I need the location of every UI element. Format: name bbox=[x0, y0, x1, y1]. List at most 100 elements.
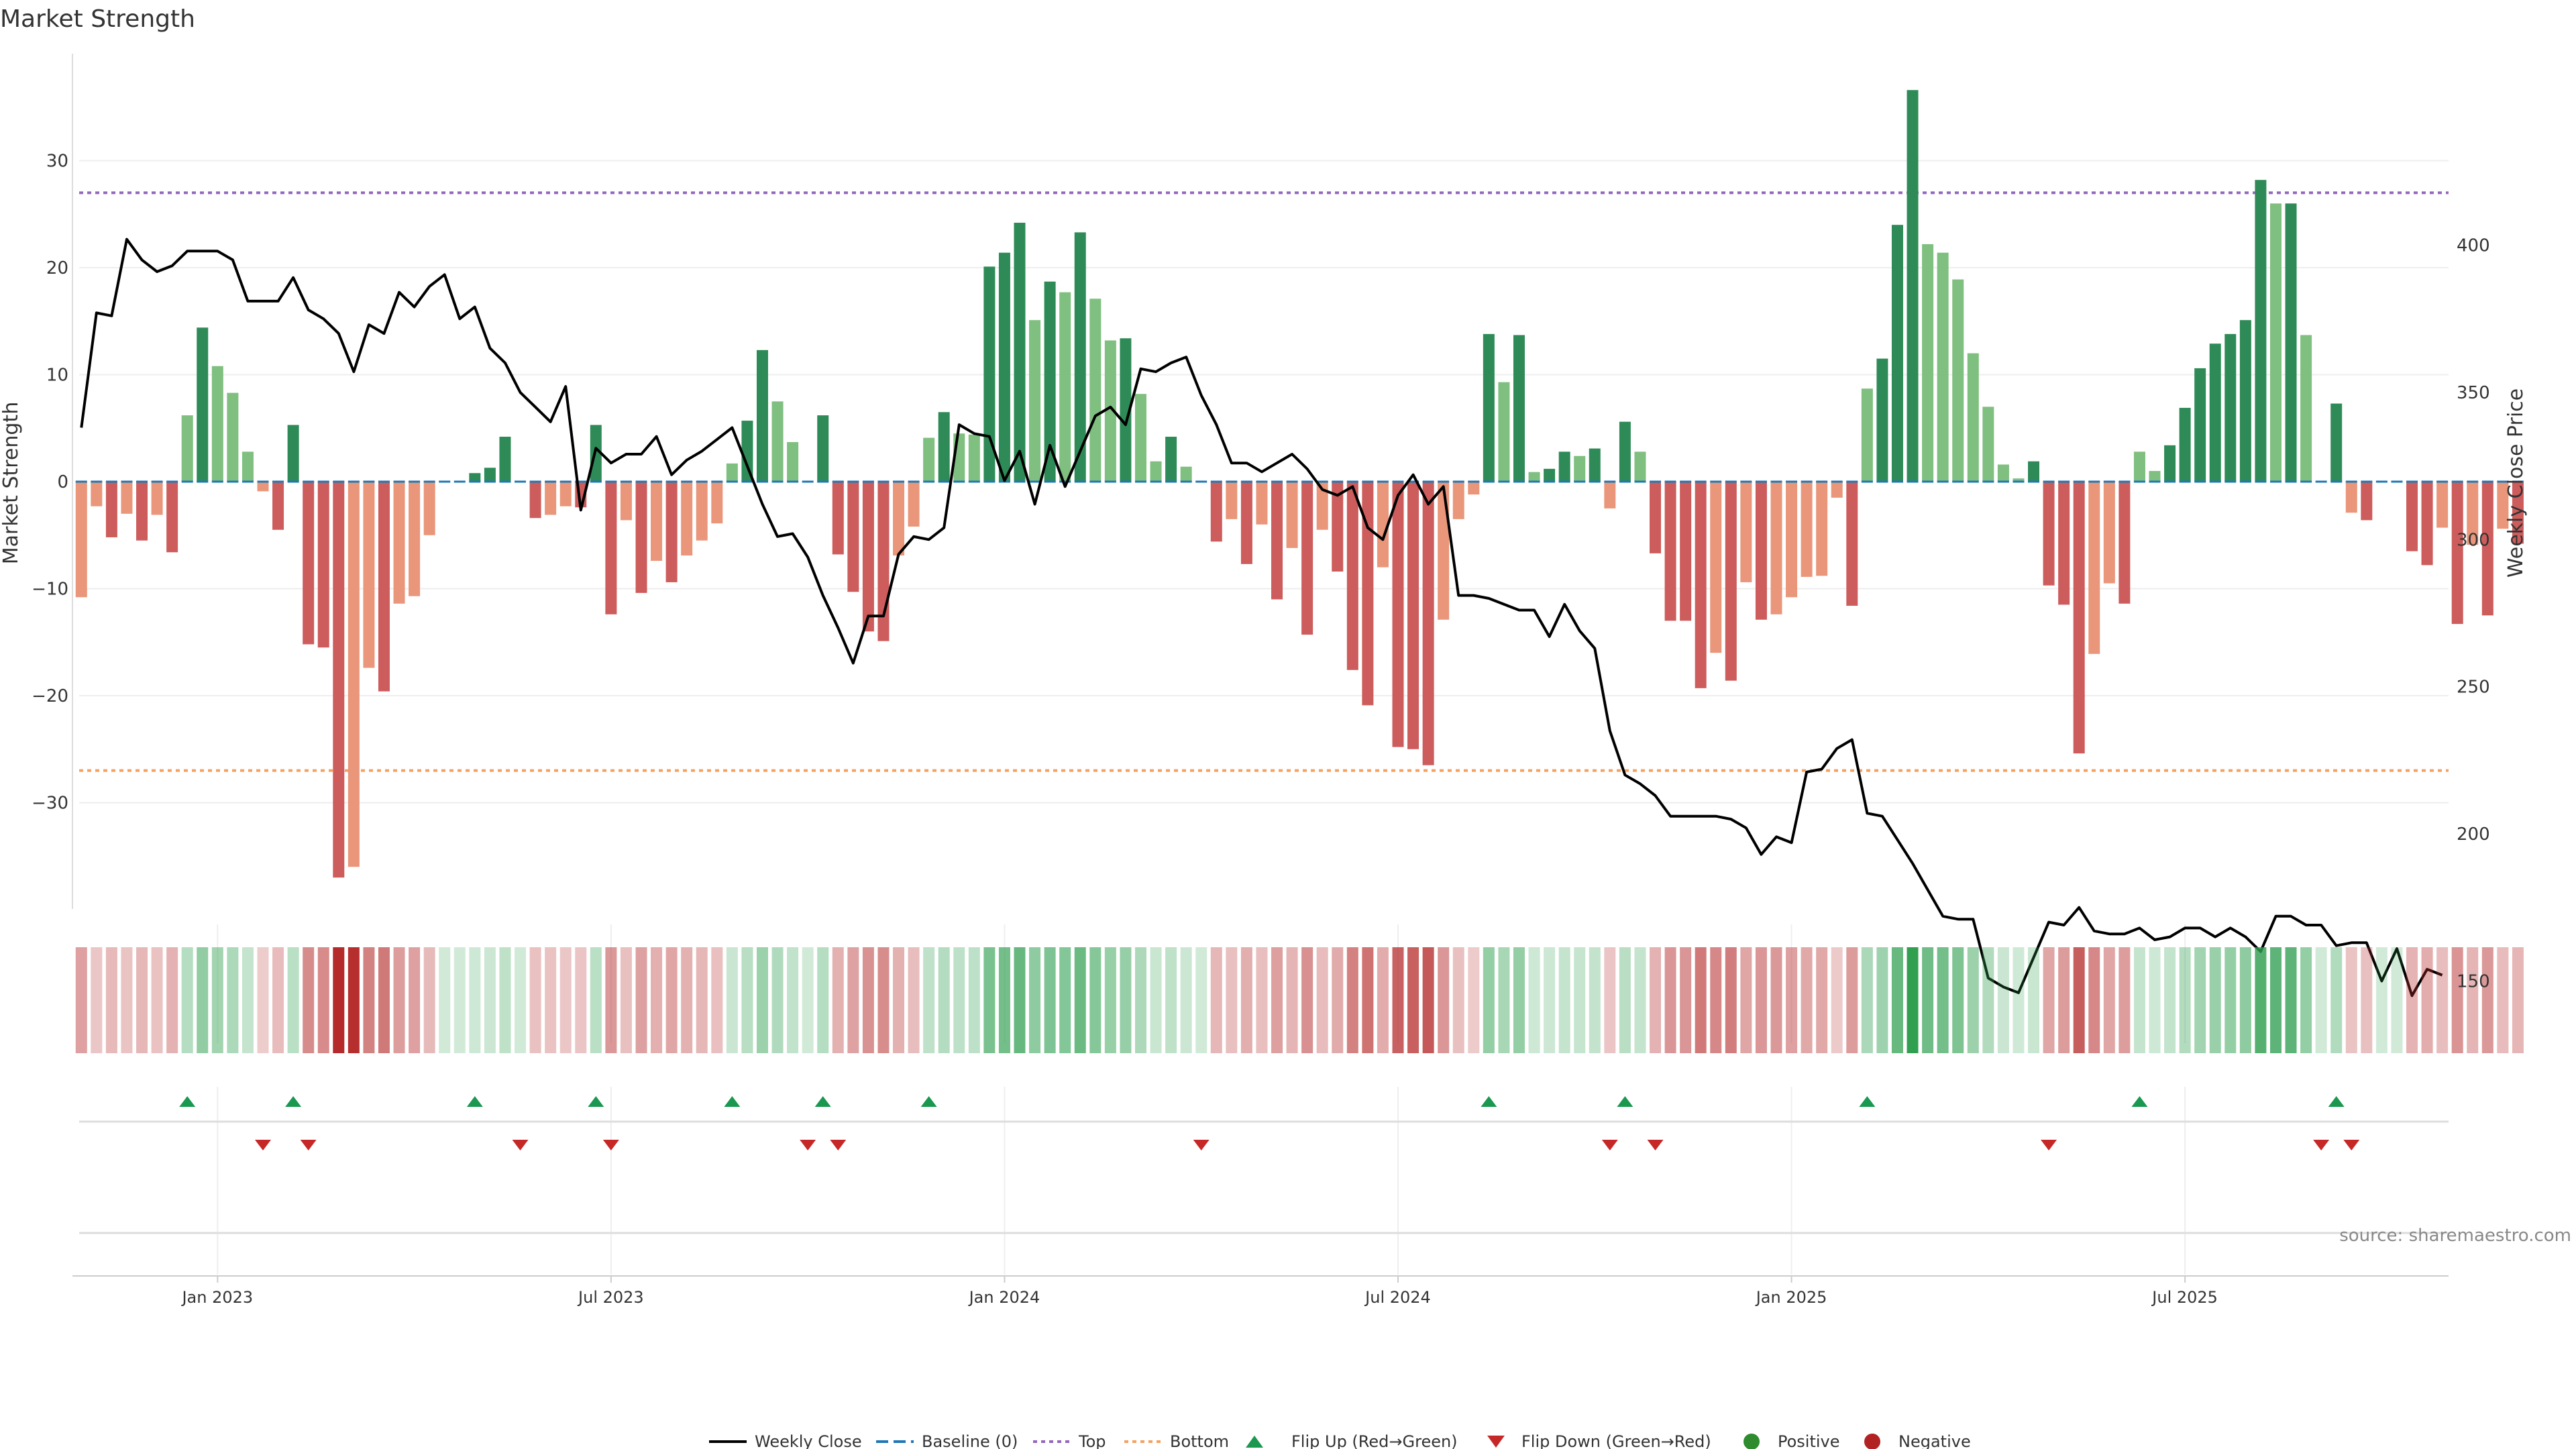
heat-cell bbox=[197, 947, 209, 1053]
strength-bar bbox=[1044, 281, 1056, 482]
heat-cell bbox=[847, 947, 859, 1053]
heat-cell bbox=[1074, 947, 1086, 1053]
heat-cell bbox=[1240, 947, 1252, 1053]
strength-bar bbox=[1891, 225, 1903, 482]
y-axis-label: Market Strength bbox=[0, 402, 23, 564]
price-series bbox=[80, 237, 2443, 998]
heat-cell bbox=[241, 947, 254, 1053]
heat-cell bbox=[2451, 947, 2463, 1053]
strength-bar bbox=[363, 482, 375, 668]
heat-cell bbox=[1377, 947, 1389, 1053]
heat-cell bbox=[2300, 947, 2312, 1053]
heat-cell bbox=[515, 947, 527, 1053]
heat-cell bbox=[2194, 947, 2206, 1053]
flip-up-marker bbox=[814, 1096, 831, 1107]
heat-cell bbox=[1558, 947, 1570, 1053]
strength-bar bbox=[1861, 388, 1873, 482]
heat-cell bbox=[1438, 947, 1450, 1053]
y-tick-label: 30 bbox=[46, 152, 68, 172]
y2-axis-label: Weekly Close Price bbox=[2504, 388, 2528, 578]
heat-cell bbox=[2361, 947, 2373, 1053]
flip-down-marker bbox=[2041, 1140, 2057, 1150]
heat-cell bbox=[121, 947, 133, 1053]
heat-cell bbox=[1104, 947, 1116, 1053]
flip-up-marker bbox=[588, 1096, 604, 1107]
strength-bar bbox=[787, 441, 799, 482]
heat-cell bbox=[2269, 947, 2282, 1053]
strength-bar bbox=[696, 482, 708, 541]
heat-cell bbox=[938, 947, 950, 1053]
strength-bar bbox=[241, 451, 254, 482]
y2-axis-ticks: 400 350 300 250 200 150 bbox=[2457, 236, 2490, 992]
heat-cell bbox=[409, 947, 421, 1053]
heat-cell bbox=[1876, 947, 1888, 1053]
heat-cell bbox=[741, 947, 753, 1053]
heat-cell bbox=[787, 947, 799, 1053]
strength-bar bbox=[2028, 461, 2040, 482]
heat-cell bbox=[2345, 947, 2357, 1053]
strength-bar bbox=[1362, 482, 1374, 706]
strength-bar bbox=[1240, 482, 1252, 564]
strength-bar bbox=[1528, 472, 1540, 482]
legend: Weekly Close Baseline (0) Top Bottom Fli… bbox=[709, 1432, 1971, 1449]
x-tick-label: Jul 2025 bbox=[2151, 1288, 2218, 1307]
heat-cell bbox=[105, 947, 117, 1053]
heat-cell bbox=[1740, 947, 1752, 1053]
strength-bar bbox=[817, 415, 829, 482]
strength-bar bbox=[635, 482, 647, 593]
strength-bar bbox=[227, 392, 239, 482]
strength-heat-strip bbox=[75, 947, 2524, 1053]
heat-cell bbox=[771, 947, 784, 1053]
legend-weekly-close-label: Weekly Close bbox=[755, 1432, 862, 1449]
flip-up-marker bbox=[285, 1096, 302, 1107]
heat-cell bbox=[1982, 947, 1994, 1053]
y2-tick-label: 400 bbox=[2457, 236, 2490, 256]
strength-bar bbox=[1816, 482, 1828, 576]
strength-bar bbox=[2012, 478, 2025, 482]
strength-bar bbox=[287, 425, 299, 482]
heat-cell bbox=[1301, 947, 1313, 1053]
strength-bar bbox=[1180, 466, 1192, 482]
strength-bar bbox=[651, 482, 663, 561]
strength-bar bbox=[2330, 403, 2343, 482]
strength-bar bbox=[1074, 232, 1086, 482]
heat-cell bbox=[953, 947, 965, 1053]
heat-cell bbox=[2073, 947, 2085, 1053]
strength-bar bbox=[2406, 482, 2418, 551]
x-axis-ticks: Jan 2023 Jul 2023 Jan 2024 Jul 2024 Jan 2025… bbox=[180, 1276, 2218, 1307]
flip-up-marker bbox=[2328, 1096, 2345, 1107]
flip-up-marker bbox=[920, 1096, 937, 1107]
legend-flip-down-icon bbox=[1487, 1436, 1505, 1448]
strength-bar bbox=[499, 437, 511, 482]
heat-cell bbox=[1801, 947, 1813, 1053]
heat-cell bbox=[1710, 947, 1722, 1053]
strength-bar bbox=[1407, 482, 1419, 749]
strength-bar bbox=[484, 468, 496, 482]
heat-cell bbox=[2088, 947, 2100, 1053]
strength-bar bbox=[257, 482, 269, 492]
heat-cell bbox=[2103, 947, 2115, 1053]
strength-bar bbox=[423, 482, 435, 535]
heat-cell bbox=[2512, 947, 2524, 1053]
heat-cell bbox=[1407, 947, 1419, 1053]
strength-bar bbox=[181, 415, 193, 482]
strength-bar bbox=[2103, 482, 2115, 584]
strength-bar bbox=[1982, 407, 1994, 482]
y2-tick-label: 350 bbox=[2457, 383, 2490, 403]
heat-cell bbox=[1210, 947, 1222, 1053]
heat-cell bbox=[862, 947, 874, 1053]
strength-bar bbox=[1680, 482, 1692, 621]
x-tick-label: Jan 2025 bbox=[1755, 1288, 1827, 1307]
heat-cell bbox=[499, 947, 511, 1053]
source-text: source: sharemaestro.com bbox=[2339, 1226, 2571, 1246]
strength-bar bbox=[2058, 482, 2070, 605]
heat-cell bbox=[968, 947, 980, 1053]
strength-bar bbox=[847, 482, 859, 592]
heat-cell bbox=[2179, 947, 2191, 1053]
strength-bar bbox=[1120, 338, 1132, 482]
strength-bar bbox=[711, 482, 723, 524]
strength-bar bbox=[2345, 482, 2357, 513]
heat-cell bbox=[1528, 947, 1540, 1053]
weekly-close-line bbox=[80, 237, 2443, 998]
heat-cell bbox=[211, 947, 223, 1053]
